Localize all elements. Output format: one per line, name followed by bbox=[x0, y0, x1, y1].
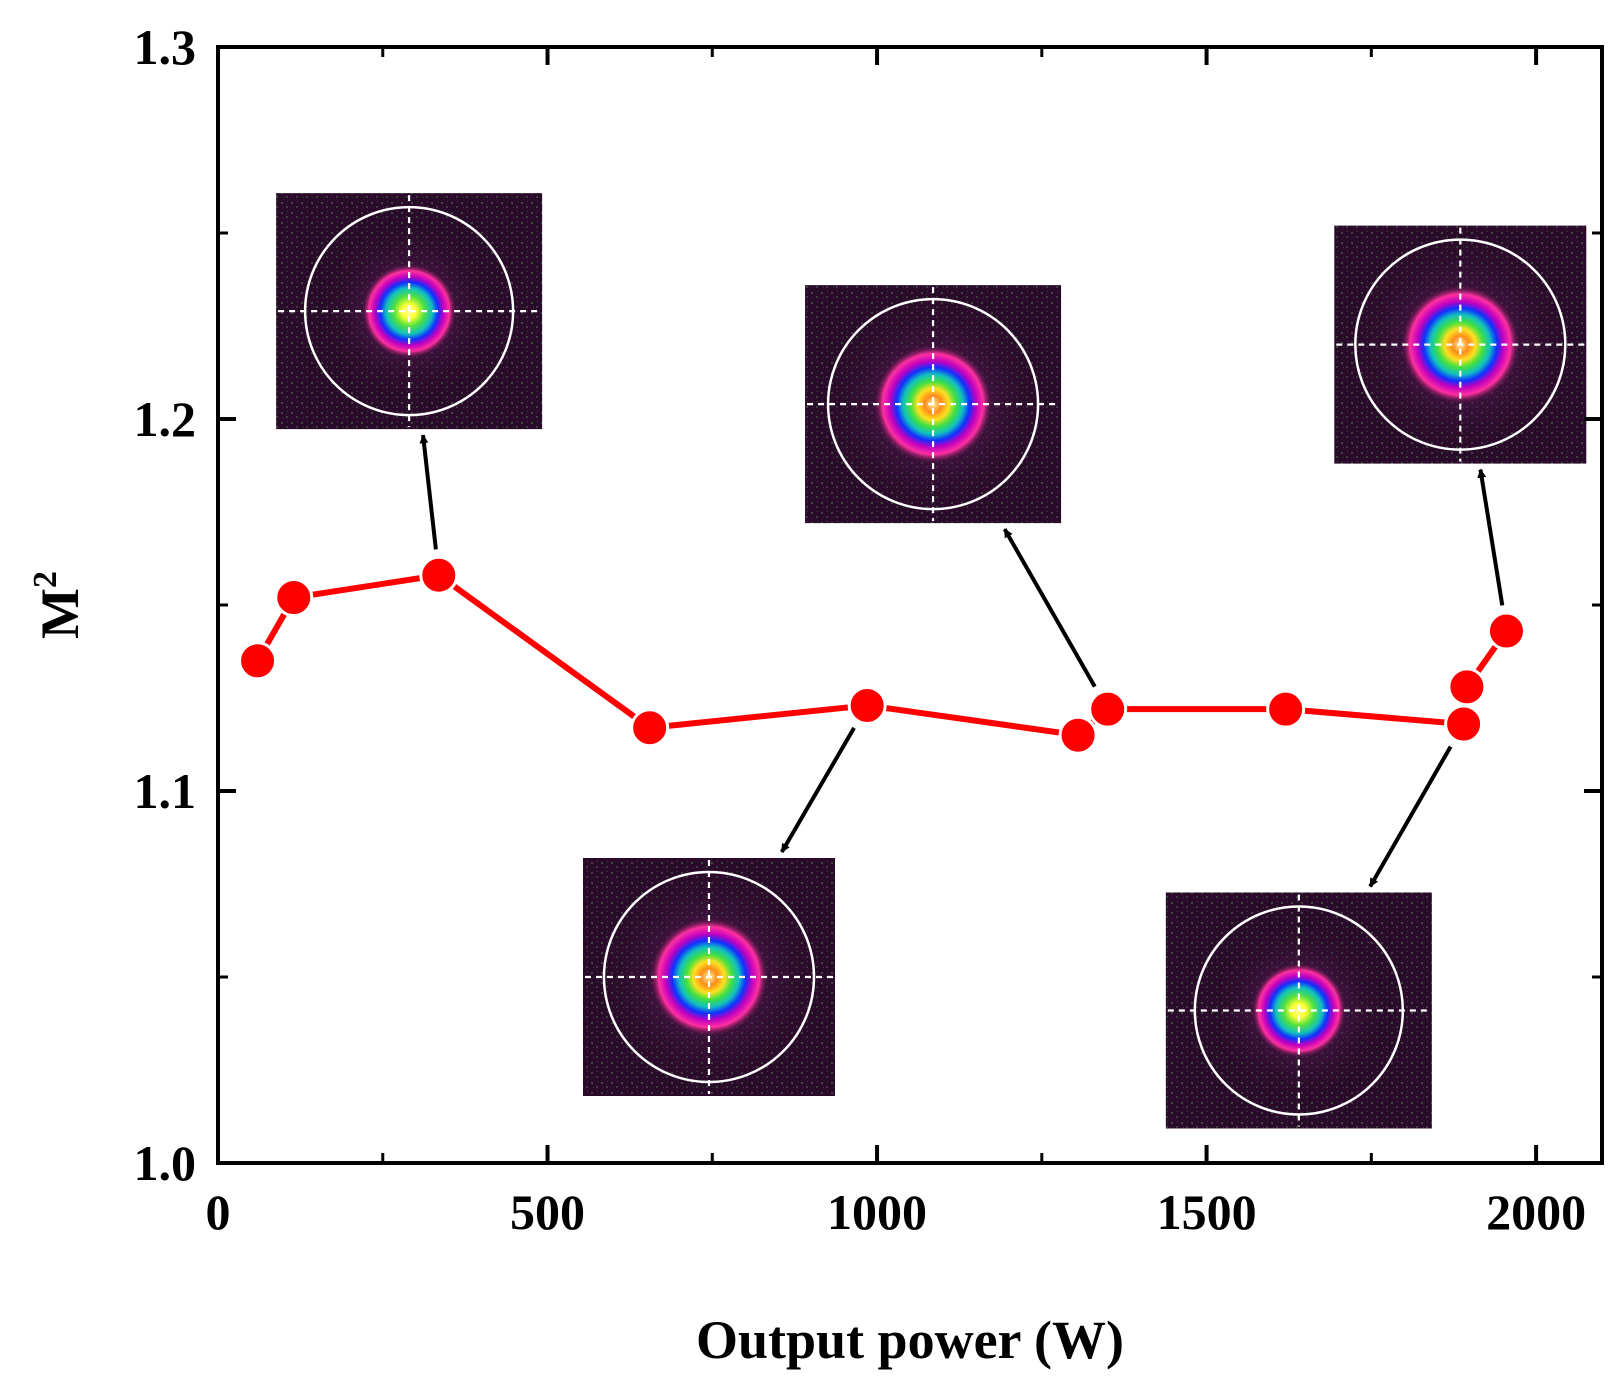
y-axis-label-base: M bbox=[30, 588, 90, 639]
beam-profile-insets bbox=[276, 193, 1587, 1129]
data-point bbox=[1486, 611, 1526, 651]
beam-profile-5 bbox=[1165, 892, 1432, 1129]
x-axis-label: Output power (W) bbox=[696, 1310, 1124, 1370]
x-tick-label: 1500 bbox=[1157, 1184, 1257, 1240]
series-segment bbox=[866, 702, 1079, 739]
x-tick-label: 500 bbox=[510, 1184, 585, 1240]
data-point bbox=[274, 578, 314, 618]
beam-profile-3 bbox=[1334, 225, 1587, 464]
y-tick-label: 1.0 bbox=[134, 1135, 197, 1191]
data-point bbox=[847, 685, 887, 725]
x-tick-label: 1000 bbox=[827, 1184, 927, 1240]
inset-arrow bbox=[419, 434, 438, 550]
beam-profile-4 bbox=[582, 858, 835, 1096]
inset-arrows bbox=[419, 434, 1505, 888]
data-point bbox=[1058, 715, 1098, 755]
y-axis-label-superscript: 2 bbox=[27, 571, 64, 588]
data-point bbox=[419, 555, 459, 595]
beam-profile-2 bbox=[805, 285, 1062, 524]
inset-arrow bbox=[1002, 528, 1097, 688]
y-tick-label: 1.2 bbox=[134, 391, 197, 447]
inset-arrow bbox=[780, 726, 856, 854]
y-axis-label: M2 bbox=[27, 571, 90, 639]
axes: 0 500 1000 1500 2000 1.0 1.1 1.2 1.3 bbox=[134, 19, 1604, 1240]
data-point bbox=[238, 641, 278, 681]
data-point bbox=[1088, 689, 1128, 729]
series-segment bbox=[293, 572, 440, 601]
inset-arrow bbox=[1368, 745, 1453, 888]
series-segment bbox=[1285, 706, 1464, 728]
y-tick-label: 1.1 bbox=[134, 763, 197, 819]
y-tick-label: 1.3 bbox=[134, 19, 197, 75]
x-tick-label: 0 bbox=[206, 1184, 231, 1240]
x-tick-label: 2000 bbox=[1486, 1184, 1586, 1240]
data-point bbox=[1447, 667, 1487, 707]
series-segment bbox=[437, 572, 652, 731]
data-point bbox=[1444, 704, 1484, 744]
inset-arrow bbox=[1477, 468, 1505, 606]
beam-profile-1 bbox=[276, 193, 543, 430]
series-segment bbox=[649, 702, 868, 731]
data-point bbox=[630, 708, 670, 748]
data-series bbox=[238, 555, 1526, 755]
data-point bbox=[1266, 689, 1306, 729]
